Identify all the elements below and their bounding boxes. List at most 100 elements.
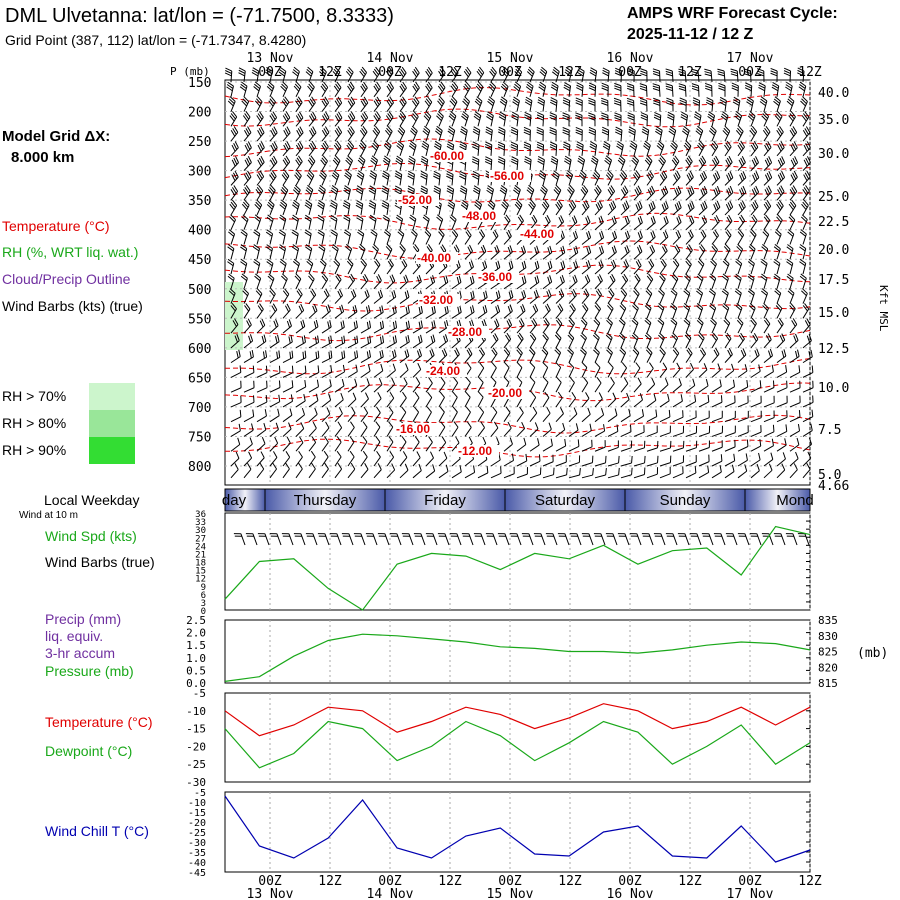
wind-barb-staff — [659, 293, 665, 304]
wind-barb-staff — [321, 218, 325, 230]
wind-barb-flag — [529, 201, 535, 208]
wind-barb-flag — [786, 100, 793, 107]
wind-barb-flag — [254, 81, 261, 87]
wind-barb-flag — [778, 142, 784, 150]
wind-barb-staff — [282, 86, 288, 97]
wind-barb-flag — [505, 214, 511, 221]
wind-barb-flag — [420, 320, 423, 328]
wind-barb-flag — [752, 174, 756, 182]
wind-barb-flag — [381, 305, 384, 313]
wind-barb-flag — [536, 260, 540, 268]
wind-barb-flag — [798, 86, 805, 92]
wind-barb-flag — [432, 334, 436, 342]
wind-barb-flag — [311, 462, 316, 470]
wind-barb-flag — [778, 318, 784, 325]
wind-barb-flag — [260, 451, 265, 458]
wind-barb-staff — [386, 233, 391, 245]
wind-barb-staff — [438, 326, 449, 334]
wind-barb-flag — [450, 98, 457, 105]
wind-barb-flag — [648, 204, 653, 211]
wind-barb-staff — [516, 533, 522, 546]
wind-barb-staff — [594, 474, 606, 479]
wind-barb-flag — [692, 97, 700, 102]
wind-barb-staff — [542, 159, 545, 171]
wind-barb-staff — [568, 413, 578, 423]
wind-barb-staff — [555, 252, 566, 260]
wind-barb-staff — [308, 189, 314, 201]
wind-barb-staff — [282, 147, 291, 157]
wind-barb-staff — [373, 218, 377, 230]
wind-barb-flag — [772, 82, 779, 87]
wind-barb-staff — [386, 426, 394, 437]
wind-barb-flag — [229, 115, 235, 122]
wind-barb-flag — [774, 244, 781, 250]
wind-barb-flag — [727, 172, 732, 180]
wind-barb-flag — [478, 376, 484, 383]
kft-axis-label: Kft MSL — [877, 285, 890, 332]
wind-barb-flag — [490, 68, 496, 75]
wind-barb-staff — [711, 221, 720, 231]
wind-barb-flag — [478, 81, 484, 88]
wind-barb-flag — [391, 274, 396, 282]
wind-barb-staff — [750, 177, 760, 186]
wind-barb-flag — [523, 260, 527, 268]
wind-barb-flag — [517, 334, 523, 342]
wind-barb-flag — [570, 201, 575, 209]
wind-barb-flag — [331, 174, 338, 180]
wind-barb-flag — [602, 145, 610, 151]
wind-barb-flag — [632, 317, 639, 324]
wind-barb-flag — [230, 305, 236, 312]
wind-barb-staff — [425, 354, 435, 363]
wind-barb-staff — [334, 87, 342, 98]
wind-barb-flag — [460, 128, 468, 134]
wind-barb-flag — [313, 304, 318, 311]
wind-barb-flag — [332, 159, 339, 166]
wind-barb-flag — [788, 203, 794, 211]
wind-barb-staff — [295, 386, 306, 393]
wind-barb-flag — [270, 172, 276, 179]
wind-barb-flag — [472, 189, 480, 195]
wind-barb-flag — [670, 290, 677, 296]
wind-barb-flag — [465, 406, 471, 413]
tick-2.5: 2.5 — [186, 614, 206, 627]
wind-barb-staff — [724, 263, 730, 275]
wind-barb-staff — [724, 471, 735, 479]
wind-barb-flag — [630, 140, 638, 146]
wind-barb-flag — [365, 306, 369, 314]
wind-barb-flag — [525, 453, 528, 461]
wind-barb-flag — [281, 100, 287, 107]
wind-barb-staff — [724, 146, 732, 157]
tick--15: -15 — [186, 723, 206, 736]
wind-barb-flag — [384, 130, 391, 136]
wind-barb-flag — [270, 130, 275, 137]
top-hour-9: 12Z — [798, 65, 822, 80]
wind-barb-flag — [506, 332, 512, 340]
wind-barb-flag — [360, 68, 366, 75]
wind-barb-staff — [672, 161, 680, 171]
wind-barb-staff — [568, 174, 574, 186]
wind-barb-flag — [274, 436, 279, 444]
wind-barb-flag — [560, 215, 565, 222]
wind-barb-flag — [241, 229, 248, 235]
wind-barb-staff — [438, 340, 448, 349]
wind-barb-staff — [360, 370, 371, 378]
wind-barb-flag — [438, 231, 444, 238]
wind-barb-staff — [360, 87, 368, 98]
wind-barb-flag — [386, 243, 393, 250]
wind-barb-staff — [477, 251, 487, 260]
wind-barb-flag — [383, 214, 390, 220]
wind-barb-flag — [754, 350, 758, 358]
wind-barb-flag — [254, 275, 261, 282]
wind-barb-flag — [560, 261, 564, 269]
wind-barb-flag — [690, 215, 695, 223]
wind-barb-flag — [694, 113, 701, 119]
wind-barb-flag — [678, 83, 686, 87]
wind-barb-flag — [520, 318, 525, 326]
wind-barb-staff — [243, 356, 254, 364]
wind-barb-staff — [477, 72, 485, 83]
wind-barb-staff — [568, 429, 579, 437]
top-hour-4: 00Z — [498, 65, 522, 80]
wind-barb-flag — [532, 318, 538, 325]
wind-barb-flag — [471, 275, 475, 283]
wind-barb-staff — [399, 369, 409, 378]
